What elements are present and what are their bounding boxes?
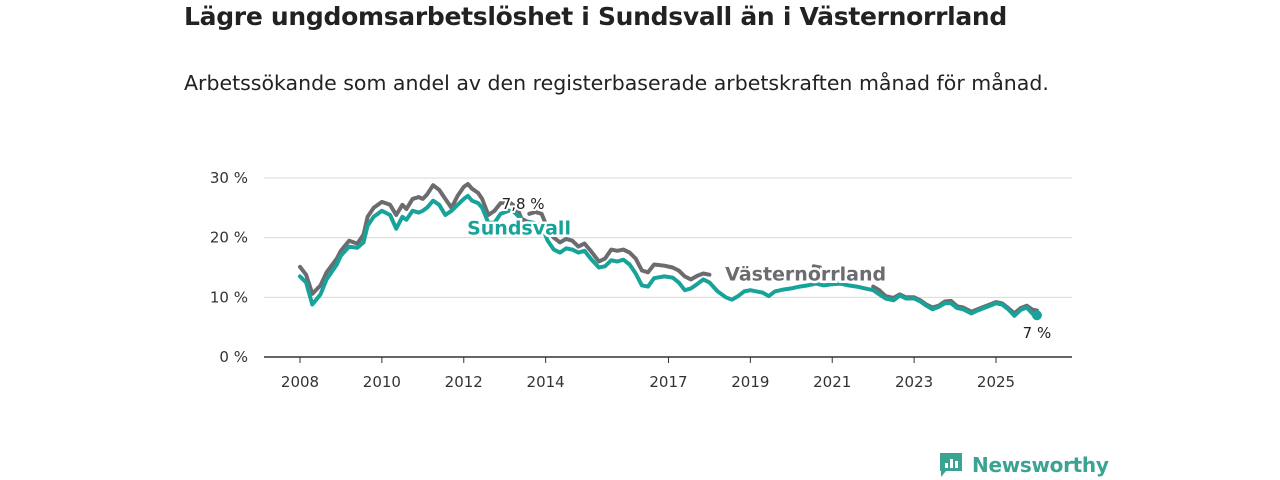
brand-name: Newsworthy — [972, 453, 1109, 477]
x-tick-label: 2010 — [363, 373, 401, 391]
end-point-dot — [518, 217, 529, 228]
y-tick-label: 20 % — [210, 229, 248, 247]
y-axis: 0 % 10 % 20 % 30 % — [210, 169, 248, 366]
x-tick-label: 2012 — [445, 373, 483, 391]
end-value-label: 7,8 % — [502, 195, 545, 213]
y-tick-label: 0 % — [219, 348, 248, 366]
series-layer — [298, 182, 1039, 318]
brand-logo: Newsworthy — [938, 450, 1109, 480]
series-line-v-sternorrland — [871, 284, 1039, 316]
series-line-v-sternorrland — [298, 182, 526, 296]
x-tick-label: 2019 — [731, 373, 769, 391]
end-value-label: 7 % — [1023, 324, 1052, 342]
chart-subtitle: Arbetssökande som andel av den registerb… — [184, 71, 1049, 95]
x-tick-label: 2017 — [649, 373, 687, 391]
series-line-sundsvall — [298, 193, 1039, 318]
x-tick-label: 2025 — [977, 373, 1015, 391]
newsworthy-logo-icon — [940, 453, 962, 477]
y-tick-label: 10 % — [210, 288, 248, 306]
series-label: Västernorrland — [725, 264, 886, 286]
y-tick-label: 30 % — [210, 169, 248, 187]
series-label: Sundsvall — [467, 218, 571, 240]
chart-title: Lägre ungdomsarbetslöshet i Sundsvall än… — [184, 2, 1008, 31]
label-layer: Västernorrland 7,8 % Sundsvall 7 % — [465, 193, 1054, 344]
x-tick-label: 2014 — [527, 373, 565, 391]
x-axis: 2008 2010 2012 2014 2017 2019 2021 2023 2025 — [281, 357, 1015, 391]
x-tick-label: 2023 — [895, 373, 933, 391]
x-tick-label: 2008 — [281, 373, 319, 391]
x-tick-label: 2021 — [813, 373, 851, 391]
series-line-v-sternorrland — [527, 210, 712, 282]
end-point-dot — [1031, 310, 1042, 321]
series-line-v-sternorrland — [811, 264, 822, 270]
